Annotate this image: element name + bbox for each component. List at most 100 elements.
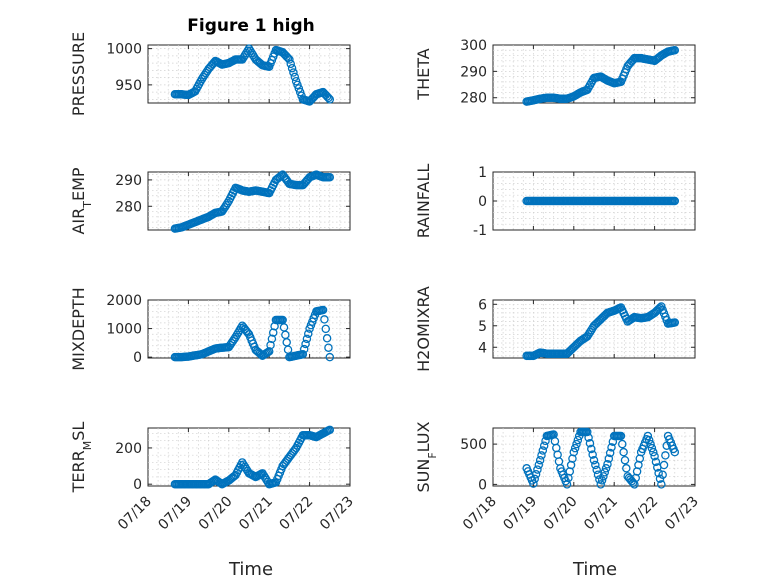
data-point-interp (289, 68, 298, 77)
y-tick-label: 0 (478, 194, 487, 210)
data-point-interp (585, 327, 595, 337)
data-point-interp (585, 439, 595, 448)
data-point-interp (628, 478, 638, 488)
y-tick-label: 500 (460, 437, 487, 453)
data-point-interp (229, 334, 239, 344)
y-axis-label: PRESSURE (69, 32, 88, 116)
y-tick-label: 5 (478, 319, 487, 335)
data-point-interp (534, 460, 544, 470)
data-point-interp (588, 450, 597, 459)
data-point-interp (299, 344, 309, 354)
data-point (643, 431, 653, 441)
data-point-interp (587, 325, 596, 335)
data-point-interp (659, 460, 669, 470)
data-point (650, 451, 659, 461)
data-point-interp (644, 435, 654, 445)
data-point-interp (600, 468, 610, 477)
y-tick-label: 1000 (106, 322, 142, 338)
y-axis-label: AIRTEMP (69, 167, 94, 234)
data-point-interp (620, 455, 630, 465)
x-tick-label: 07/20 (196, 494, 236, 534)
subplot-h2omixra: 4 5 6 H2OMIXRA (414, 286, 696, 372)
x-tick-label: 07/22 (622, 494, 662, 534)
data-point-interp (263, 348, 273, 357)
data-point-interp (646, 439, 655, 449)
data-point-interp (619, 447, 628, 457)
data-point (325, 352, 335, 362)
subplot-terr-msl: 0 200 07/18 07/19 07/20 07/21 07/22 07/23 TERRMS… (69, 422, 357, 534)
data-point-interp (622, 464, 631, 473)
data-point-interp (324, 93, 333, 103)
data-point (325, 173, 335, 182)
data-point-interp (584, 433, 593, 442)
data-point-interp (320, 315, 329, 324)
data-point-interp (304, 329, 313, 338)
data-point (670, 318, 680, 327)
data-point-interp (533, 465, 542, 474)
data-point-interp (604, 454, 614, 463)
y-tick-label: 4 (478, 340, 487, 356)
y-tick-label: 0 (133, 477, 142, 493)
data-point-interp (293, 80, 302, 90)
data-point (670, 447, 680, 457)
y-tick-label: 290 (115, 173, 142, 189)
x-axis-label-left: Time (228, 559, 273, 580)
data-point-interp (587, 444, 596, 454)
data-point (318, 305, 328, 315)
y-tick-label: 280 (460, 91, 487, 107)
data-point-interp (654, 304, 663, 314)
y-tick-label: 1 (478, 165, 487, 181)
y-tick-label: 290 (460, 64, 487, 80)
data-point-interp (607, 443, 616, 452)
data-point (264, 347, 274, 356)
data-point-interp (599, 472, 608, 481)
data-point-interp (618, 439, 627, 449)
data-point-interp (301, 339, 310, 349)
data-point-interp (572, 439, 581, 449)
data-point-interp (268, 328, 278, 337)
y-tick-label: 950 (115, 78, 142, 94)
data-point (616, 431, 626, 441)
subplot-theta: 280 290 300 THETA (414, 38, 696, 107)
x-axis-label-right: Time (572, 559, 617, 580)
data-point (325, 95, 335, 104)
y-tick-label: 1000 (106, 42, 142, 58)
subplot-sun-flux: 0 500 07/18 07/19 07/20 07/21 07/22 07/23 SUNFLU… (414, 421, 702, 533)
x-tick-label: 07/23 (662, 494, 702, 534)
y-axis-label: H2OMIXRA (414, 286, 433, 372)
x-tick-label: 07/18 (115, 494, 155, 534)
data-point-interp (655, 303, 665, 312)
y-tick-label: -1 (473, 223, 487, 239)
data-point-interp (321, 324, 331, 334)
data-point-interp (324, 343, 333, 352)
data-point (670, 196, 680, 206)
data-point (670, 46, 680, 55)
data-point-interp (243, 328, 252, 337)
data-point-interp (570, 443, 580, 453)
data-point-interp (651, 457, 661, 467)
data-point-interp (531, 469, 541, 479)
y-tick-label: 280 (115, 199, 142, 215)
data-point-interp (601, 464, 611, 473)
data-point-interp (295, 87, 305, 97)
y-tick-label: 300 (460, 38, 487, 54)
data-point (583, 427, 592, 437)
data-point-interp (658, 470, 667, 479)
data-point (535, 455, 545, 465)
data-point (583, 332, 592, 341)
data-point-interp (539, 441, 549, 450)
data-point (596, 480, 605, 489)
data-point-interp (294, 84, 304, 93)
data-point (217, 207, 227, 216)
data-point-interp (287, 63, 297, 73)
data-point-interp (597, 476, 607, 485)
subplot-air-temp: 280 290 AIRTEMP (69, 167, 351, 235)
data-point (589, 455, 599, 465)
data-point-interp (290, 445, 300, 454)
data-point-interp (592, 465, 601, 475)
data-point-interp (322, 334, 332, 343)
y-tick-label: 2000 (106, 293, 142, 309)
data-point-interp (290, 72, 300, 82)
